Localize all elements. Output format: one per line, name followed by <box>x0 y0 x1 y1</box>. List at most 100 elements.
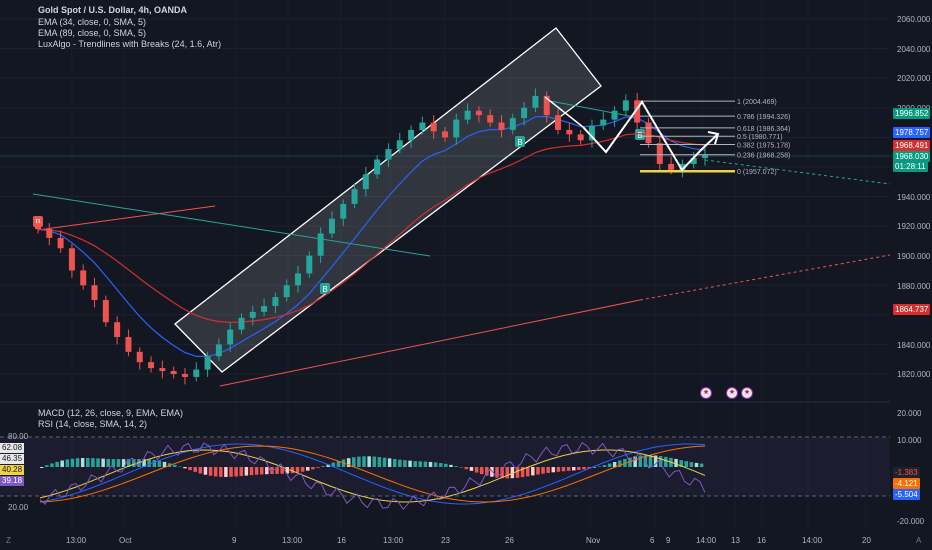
price-label-1820: 1820.000 <box>897 370 931 379</box>
macd-histogram-bar <box>285 467 290 474</box>
us-event-flag-2[interactable]: ★ <box>726 387 738 399</box>
macd-histogram-bar <box>162 461 167 467</box>
macd-histogram-bar <box>694 462 699 467</box>
macd-histogram-bar <box>65 459 70 467</box>
macd-histogram-bar <box>75 458 80 467</box>
candle-body <box>645 122 652 144</box>
macd-histogram-bar <box>592 467 596 468</box>
ema89-legend[interactable]: EMA (89, close, 0, SMA, 5) <box>38 28 147 38</box>
candle-body <box>634 100 641 123</box>
macd-histogram-bar <box>551 467 556 473</box>
macd-histogram-bar <box>500 467 504 479</box>
rsi-label-80: 80.00 <box>8 432 29 441</box>
fib-label: 0 (1957.072) <box>737 169 777 176</box>
break-marker-label: B <box>637 131 642 140</box>
price-label-1920: 1920.000 <box>897 222 931 231</box>
fib-label: 0.236 (1968.258) <box>737 153 790 160</box>
time-label-4: 16 <box>337 536 346 545</box>
macd-histogram-bar <box>234 467 238 477</box>
fibonacci-retracement: 1 (2004.469) 0.786 (1994.326) 0.618 (1986.… <box>640 99 790 176</box>
macd-histogram-bar <box>653 455 658 467</box>
macd-label-10: 10.000 <box>897 436 922 445</box>
macd-histogram-bar <box>157 460 162 467</box>
macd-histogram-bar <box>101 458 105 467</box>
macd-histogram-bar <box>648 455 653 467</box>
candle-body <box>102 300 109 323</box>
candle-body <box>453 119 460 138</box>
rsi-tag-4: 39.18 <box>0 476 25 486</box>
macd-histogram-bar <box>387 458 392 467</box>
candle-body <box>408 129 415 141</box>
luxalgo-legend[interactable]: LuxAlgo - Trendlines with Breaks (24, 1.… <box>38 39 222 49</box>
candle-body <box>532 95 539 108</box>
candle-body <box>125 337 132 352</box>
signal-line <box>39 445 706 503</box>
candle-body <box>441 131 448 138</box>
macd-histogram-bar <box>193 467 197 472</box>
macd-histogram-bar <box>121 459 126 467</box>
macd-tag-histogram: -1.383 <box>893 467 920 478</box>
macd-histogram-bar <box>382 457 387 467</box>
candle-body <box>317 233 324 256</box>
candle-body <box>68 248 75 271</box>
candle-body <box>57 237 64 249</box>
candle-body <box>181 374 188 377</box>
macd-histogram-bar <box>244 467 249 476</box>
time-label-14: 14:00 <box>802 536 823 545</box>
macd-histogram-bar <box>469 467 474 471</box>
support-trendline-ext <box>639 254 891 301</box>
macd-histogram-bar <box>546 467 550 473</box>
macd-histogram-bar <box>684 461 689 467</box>
candle-body <box>498 122 505 130</box>
ema89-line <box>37 132 706 324</box>
price-tag-fib-high: 1996.852 <box>893 108 931 119</box>
candle-body <box>577 134 584 141</box>
candle-body <box>690 158 697 164</box>
candle-body <box>430 122 437 132</box>
candle-body <box>136 351 143 363</box>
candle-body <box>509 118 516 130</box>
us-event-flag-3[interactable]: ★ <box>741 387 753 399</box>
macd-histogram-bar <box>403 460 407 467</box>
macd-histogram-bar <box>224 467 228 477</box>
time-label-8: Nov <box>586 536 601 545</box>
break-marker <box>635 129 645 140</box>
fib-label: 0.382 (1975.178) <box>737 142 790 149</box>
luxalgo-trendline-2 <box>544 99 641 119</box>
macd-histogram-bar <box>679 460 683 467</box>
macd-histogram-bar <box>132 459 136 467</box>
candle-body <box>272 297 279 306</box>
macd-histogram-bar <box>566 467 571 471</box>
candle-body <box>283 285 290 298</box>
macd-histogram-bar <box>357 456 361 467</box>
macd-histogram-bar <box>602 465 607 467</box>
auto-scale-button[interactable]: A <box>916 536 922 545</box>
macd-histogram-bar <box>510 467 515 479</box>
ema34-legend[interactable]: EMA (34, close, 0, SMA, 5) <box>38 17 147 27</box>
time-label-15: 20 <box>862 536 871 545</box>
rsi-legend[interactable]: RSI (14, close, SMA, 14, 2) <box>38 419 148 429</box>
macd-label-20: 20.000 <box>897 409 922 418</box>
macd-histogram-bar <box>531 467 535 476</box>
candle-body <box>35 223 41 230</box>
candle-body <box>215 344 222 357</box>
macd-histogram-bar <box>219 467 223 477</box>
macd-legend[interactable]: MACD (12, 26, close, 9, EMA, EMA) <box>38 408 184 418</box>
us-event-flag-1[interactable]: ★ <box>700 387 712 399</box>
break-marker <box>320 283 330 294</box>
fib-label: 0.786 (1994.326) <box>737 114 790 121</box>
macd-histogram-bar <box>623 458 627 467</box>
fib-label: 1 (2004.469) <box>737 99 777 106</box>
time-label-1: Oct <box>119 536 132 545</box>
macd-histogram-bar <box>183 467 187 469</box>
macd-histogram-bar <box>633 456 637 467</box>
candle-body <box>362 174 369 190</box>
fib-label: 0.618 (1986.364) <box>737 126 790 133</box>
macd-rsi-pane <box>0 436 890 511</box>
luxalgo-trendline-ext <box>704 159 891 185</box>
price-label-2060: 2060.000 <box>897 15 931 24</box>
macd-histogram-bar <box>408 460 412 467</box>
macd-histogram-bar <box>515 467 520 478</box>
timezone-button[interactable]: Z <box>6 536 11 545</box>
